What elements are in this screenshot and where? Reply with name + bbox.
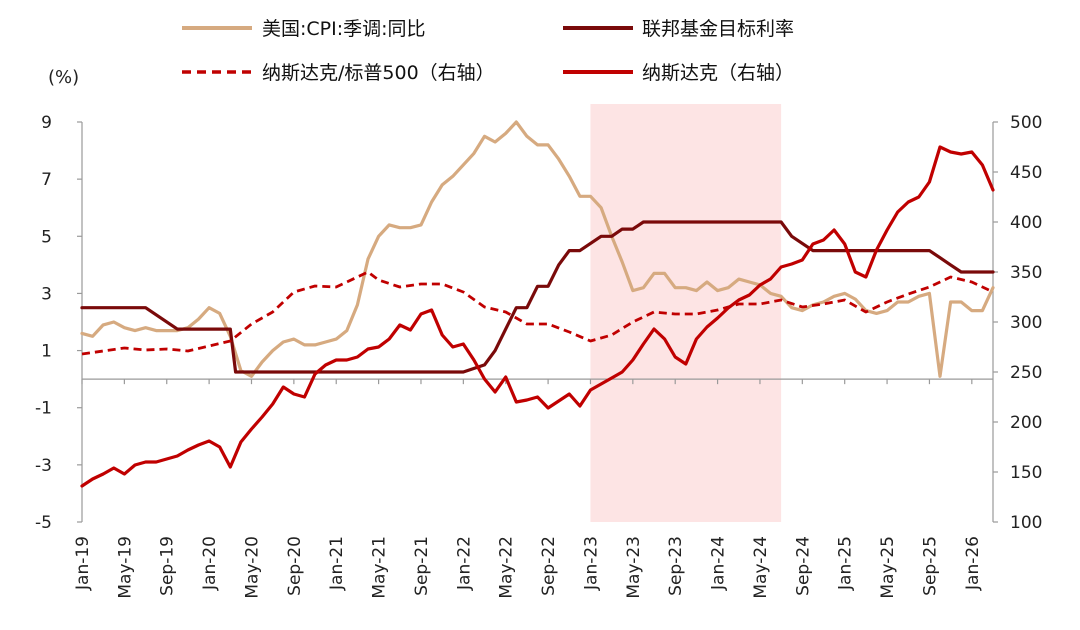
x-tick-label: Sep-25: [920, 536, 940, 596]
left-tick-label: 9: [41, 113, 52, 133]
x-tick-label: May-21: [370, 536, 390, 599]
right-tick-label: 100: [1010, 513, 1042, 533]
right-tick-label: 350: [1010, 263, 1042, 283]
legend-item-fed-rate: 联邦基金目标利率: [563, 18, 794, 40]
x-tick-label: Sep-23: [666, 536, 686, 596]
legend-label-nasdaq: 纳斯达克（右轴）: [642, 62, 794, 84]
left-tick-label: 1: [41, 342, 52, 362]
x-tick-label: Sep-24: [793, 536, 813, 596]
x-tick-label: Jan-25: [836, 536, 856, 591]
x-tick-label: Sep-22: [539, 536, 559, 596]
legend-label-ratio: 纳斯达克/标普500（右轴）: [262, 62, 495, 84]
right-tick-label: 150: [1010, 463, 1042, 483]
left-tick-label: -3: [35, 456, 52, 476]
x-tick-label: May-22: [497, 536, 517, 599]
legend-item-cpi: 美国:CPI:季调:同比: [182, 18, 426, 40]
right-tick-label: 300: [1010, 313, 1042, 333]
legend-item-nasdaq: 纳斯达克（右轴）: [563, 62, 794, 84]
x-tick-label: Jan-20: [200, 536, 220, 591]
legend-label-cpi: 美国:CPI:季调:同比: [262, 18, 426, 40]
x-tick-label: Jan-21: [327, 536, 347, 591]
x-tick-label: May-19: [115, 536, 135, 599]
series-lines: [80, 120, 995, 488]
x-tick-label: Sep-19: [158, 536, 178, 596]
legend-label-fed-rate: 联邦基金目标利率: [642, 18, 794, 40]
x-tick-label: Sep-20: [285, 536, 305, 596]
left-tick-label: 7: [41, 170, 52, 190]
left-tick-label: -5: [35, 513, 52, 533]
right-tick-label: 500: [1010, 113, 1042, 133]
axes: 9 7 5 3 1 -1 -3 -5 500 450 400 350 300 250 200 150 100 Ja…: [35, 113, 1042, 599]
x-tick-label: Jan-26: [963, 536, 983, 591]
x-tick-label: May-24: [751, 536, 771, 599]
right-tick-label: 250: [1010, 363, 1042, 383]
series-line-2: [81, 270, 994, 356]
left-tick-label: -1: [35, 399, 52, 419]
x-tick-label: May-20: [242, 536, 262, 599]
x-tick-label: Jan-24: [709, 536, 729, 591]
left-tick-label: 3: [41, 284, 52, 304]
x-tick-label: Jan-19: [73, 536, 93, 591]
x-tick-label: Jan-22: [454, 536, 474, 591]
right-tick-label: 400: [1010, 213, 1042, 233]
left-axis-unit: (%): [48, 67, 79, 88]
x-tick-label: Jan-23: [581, 536, 601, 591]
legend: 美国:CPI:季调:同比 联邦基金目标利率 纳斯达克/标普500（右轴） 纳斯达…: [182, 18, 794, 84]
series-line-1: [80, 220, 995, 374]
right-tick-label: 450: [1010, 163, 1042, 183]
series-line-3: [80, 145, 995, 488]
legend-item-ratio: 纳斯达克/标普500（右轴）: [182, 62, 495, 84]
x-tick-label: May-23: [624, 536, 644, 599]
x-tick-label: May-25: [878, 536, 898, 599]
left-tick-label: 5: [41, 227, 52, 247]
x-tick-label: Sep-21: [412, 536, 432, 596]
right-tick-label: 200: [1010, 413, 1042, 433]
